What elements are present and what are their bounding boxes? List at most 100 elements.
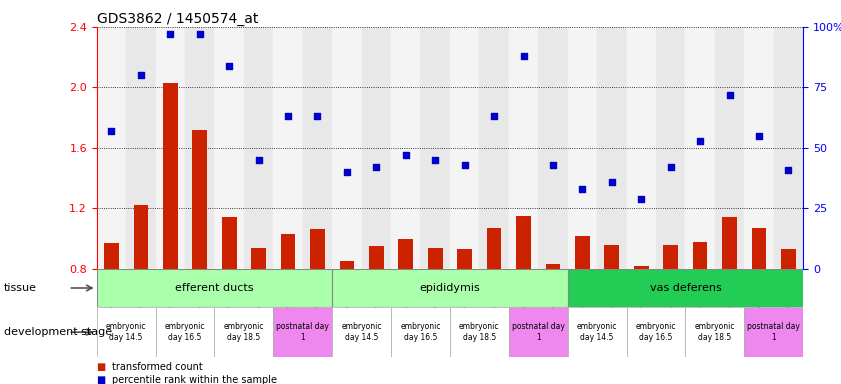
Bar [428,248,442,384]
Bar [509,307,568,357]
Bar [568,307,627,357]
Bar [487,228,501,384]
Text: embryonic
day 16.5: embryonic day 16.5 [165,323,205,342]
Bar [568,269,803,307]
Text: ■: ■ [97,375,109,384]
Bar [597,27,627,269]
Bar [362,27,391,269]
Bar [332,27,362,269]
Point [340,169,353,175]
Point [310,113,324,119]
Bar [538,27,568,269]
Point [516,53,530,59]
Text: ■: ■ [97,362,109,372]
Bar [273,27,303,269]
Point [693,137,706,144]
Bar [509,27,538,269]
Bar [273,307,332,357]
Bar [251,248,266,384]
Text: postnatal day
1: postnatal day 1 [277,323,329,342]
Bar [450,27,479,269]
Bar [97,27,126,269]
Bar [685,307,744,357]
Text: development stage: development stage [4,327,113,337]
Point [104,128,118,134]
Point [664,164,677,170]
Text: embryonic
day 16.5: embryonic day 16.5 [400,323,441,342]
Bar [391,27,420,269]
Point [575,186,589,192]
Text: embryonic
day 14.5: embryonic day 14.5 [106,323,146,342]
Bar [546,264,560,384]
Text: postnatal day
1: postnatal day 1 [512,323,564,342]
Point [605,179,618,185]
Bar [340,261,354,384]
Point [369,164,383,170]
Bar [744,307,803,357]
Bar [222,217,236,384]
Bar [774,27,803,269]
Bar [575,235,590,384]
Bar [781,249,796,384]
Point [428,157,442,163]
Point [193,31,206,37]
Bar [163,83,177,384]
Point [222,63,235,69]
Bar [369,246,383,384]
Point [722,91,736,98]
Bar [420,27,450,269]
Bar [516,216,531,384]
Text: percentile rank within the sample: percentile rank within the sample [112,375,277,384]
Point [546,162,559,168]
Bar [605,245,619,384]
Text: efferent ducts: efferent ducts [175,283,254,293]
Point [163,31,177,37]
Bar [303,27,332,269]
Text: GDS3862 / 1450574_at: GDS3862 / 1450574_at [97,12,258,26]
Bar [627,27,656,269]
Point [281,113,294,119]
Bar [193,130,207,384]
Bar [97,269,332,307]
Bar [310,230,325,384]
Bar [134,205,148,384]
Bar [214,307,273,357]
Text: embryonic
day 16.5: embryonic day 16.5 [636,323,676,342]
Point [752,132,765,139]
Bar [656,27,685,269]
Bar [281,234,295,384]
Text: embryonic
day 14.5: embryonic day 14.5 [341,323,382,342]
Point [134,72,147,78]
Text: embryonic
day 18.5: embryonic day 18.5 [459,323,500,342]
Bar [664,245,678,384]
Point [251,157,265,163]
Text: embryonic
day 18.5: embryonic day 18.5 [695,323,735,342]
Bar [332,307,391,357]
Bar [156,27,185,269]
Bar [715,27,744,269]
Bar [399,238,413,384]
Bar [634,266,648,384]
Bar [458,249,472,384]
Bar [752,228,766,384]
Bar [214,27,244,269]
Text: postnatal day
1: postnatal day 1 [748,323,800,342]
Text: epididymis: epididymis [420,283,480,293]
Bar [685,27,715,269]
Point [487,113,500,119]
Bar [332,269,568,307]
Point [458,162,471,168]
Bar [450,307,509,357]
Text: tissue: tissue [4,283,37,293]
Bar [744,27,774,269]
Text: embryonic
day 14.5: embryonic day 14.5 [577,323,617,342]
Point [781,167,795,173]
Bar [627,307,685,357]
Bar [722,217,737,384]
Bar [479,27,509,269]
Bar [244,27,273,269]
Text: transformed count: transformed count [112,362,203,372]
Point [634,195,648,202]
Point [399,152,412,158]
Text: vas deferens: vas deferens [649,283,722,293]
